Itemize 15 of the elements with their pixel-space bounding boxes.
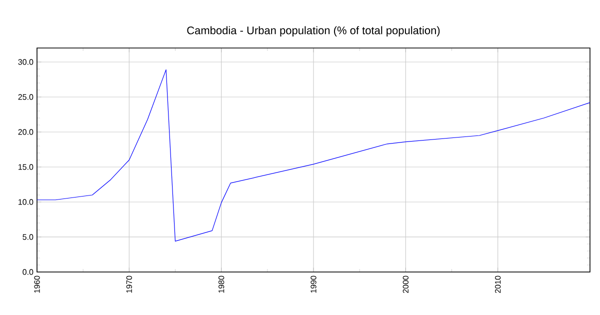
- x-tick-label: 2000: [402, 276, 408, 293]
- chart-title: Cambodia - Urban population (% of total population): [187, 26, 440, 36]
- y-tick-label: 15.0: [18, 164, 34, 170]
- x-tick-label: 1960: [34, 276, 40, 293]
- y-tick-label: 30.0: [18, 59, 34, 65]
- y-tick-label: 5.0: [22, 234, 34, 240]
- x-tick-label: 2010: [494, 276, 501, 293]
- x-tick-label: 1990: [310, 276, 316, 293]
- y-tick-label: 20.0: [18, 129, 34, 135]
- y-tick-label: 10.0: [18, 199, 34, 205]
- x-tick-label: 1980: [218, 276, 224, 293]
- line-series: [37, 69, 590, 242]
- x-tick-label: 1970: [126, 276, 132, 293]
- y-tick-label: 25.0: [18, 94, 34, 100]
- y-tick-label: 0.0: [22, 269, 34, 275]
